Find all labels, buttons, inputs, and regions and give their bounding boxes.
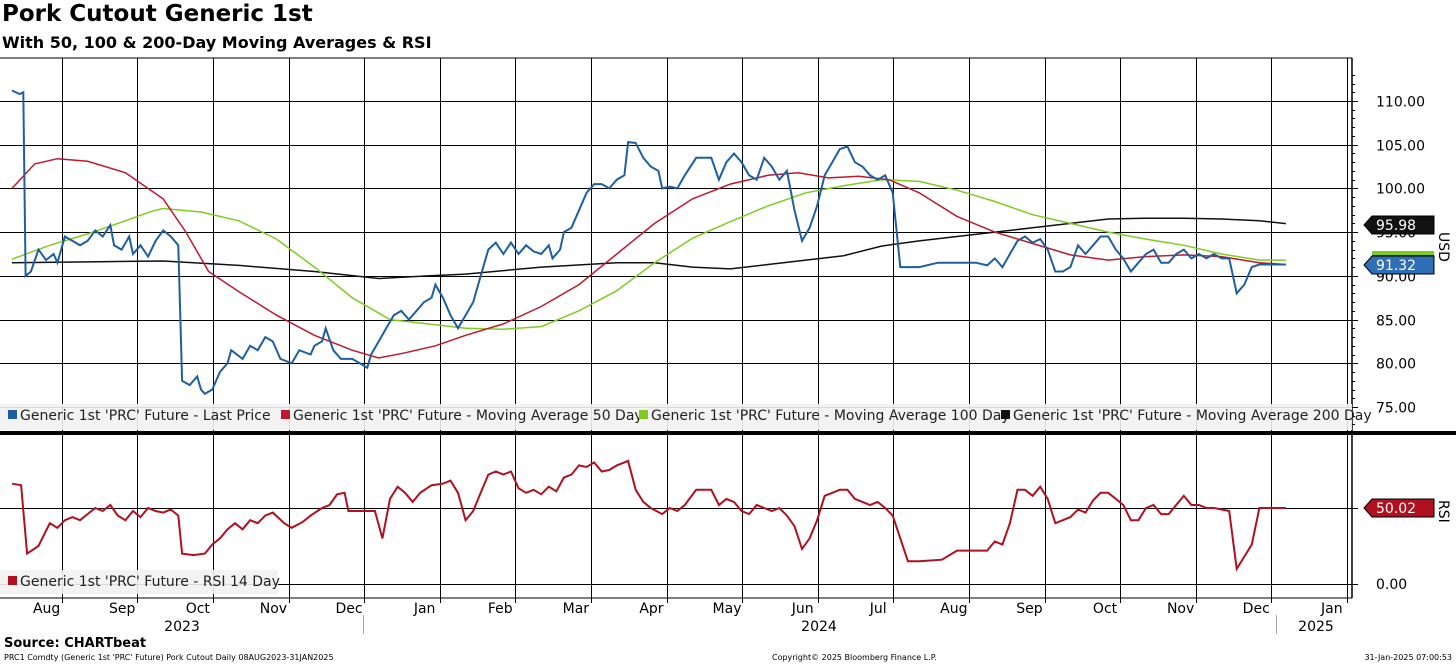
legend-label-ma200: Generic 1st 'PRC' Future - Moving Averag… <box>1013 408 1372 424</box>
x-year-label: 2025 <box>1298 619 1334 635</box>
price-ytick-label: 105.00 <box>1376 139 1425 155</box>
series-line-last <box>11 89 1286 396</box>
ma200-last-badge-shape <box>1363 215 1435 235</box>
x-month-label: Dec <box>1243 601 1270 617</box>
legend-label-last: Generic 1st 'PRC' Future - Last Price <box>20 408 271 424</box>
chart-title: Pork Cutout Generic 1st <box>2 1 313 27</box>
footer-timestamp: 31-Jan-2025 07:00:53 <box>1364 653 1452 662</box>
rsi-last-badge-shape <box>1363 498 1435 518</box>
ma200-last-badge-label: 95.98 <box>1376 218 1416 234</box>
legend-label-ma100: Generic 1st 'PRC' Future - Moving Averag… <box>651 408 1010 424</box>
rsi-last-badge-label: 50.02 <box>1376 501 1416 517</box>
x-month-label: Feb <box>488 601 513 617</box>
price-ytick-label: 85.00 <box>1376 314 1416 330</box>
ma100-badge <box>1372 251 1434 255</box>
x-month-label: Nov <box>1167 601 1194 617</box>
x-month-label: Aug <box>940 601 967 617</box>
legend-swatch-ma200 <box>1001 410 1010 419</box>
x-month-label: Nov <box>260 601 287 617</box>
x-month-label: Jan <box>1320 601 1343 617</box>
x-month-label: Sep <box>1016 601 1043 617</box>
legend-swatch-rsi <box>8 576 17 585</box>
x-year-label: 2023 <box>164 619 200 635</box>
price-ytick-label: 100.00 <box>1376 182 1425 198</box>
series-line-ma50 <box>11 157 1286 359</box>
x-month-label: Jan <box>413 601 436 617</box>
last-price-badge-shape <box>1363 255 1435 275</box>
series-line-rsi <box>11 459 1286 572</box>
x-month-label: May <box>713 601 742 617</box>
legend-label-ma50: Generic 1st 'PRC' Future - Moving Averag… <box>293 408 643 424</box>
chart-subtitle: With 50, 100 & 200-Day Moving Averages &… <box>2 33 432 52</box>
legend-swatch-ma50 <box>281 410 290 419</box>
price-axis-title: USD <box>1435 232 1451 262</box>
footer-copyright: Copyright© 2025 Bloomberg Finance L.P. <box>772 653 937 662</box>
footer-source: Source: CHARTbeat <box>4 636 147 651</box>
x-month-label: Jun <box>791 601 814 617</box>
x-month-label: Oct <box>186 601 211 617</box>
x-month-label: Jul <box>869 601 887 617</box>
price-legend-background <box>0 404 1352 430</box>
price-ytick-label: 110.00 <box>1376 95 1425 111</box>
rsi-axis-title: RSI <box>1435 500 1451 523</box>
series-line-ma100 <box>11 178 1286 330</box>
rsi-legend-background <box>0 570 278 594</box>
x-month-label: Mar <box>563 601 590 617</box>
x-month-label: Apr <box>639 601 663 617</box>
panel-separator <box>0 431 1456 435</box>
x-month-label: Oct <box>1093 601 1118 617</box>
x-month-label: Dec <box>335 601 362 617</box>
x-year-label: 2024 <box>801 619 837 635</box>
legend-swatch-ma100 <box>639 410 648 419</box>
x-month-label: Aug <box>33 601 60 617</box>
rsi-ytick-label: 0.00 <box>1376 577 1407 593</box>
series-line-ma200 <box>11 217 1286 280</box>
price-ytick-label: 75.00 <box>1376 401 1416 417</box>
legend-swatch-last <box>8 410 17 419</box>
last-price-badge-label: 91.32 <box>1376 258 1416 274</box>
price-ytick-label: 80.00 <box>1376 357 1416 373</box>
footer-ticker: PRC1 Comdty (Generic 1st 'PRC' Future) P… <box>4 653 334 662</box>
x-month-label: Sep <box>109 601 136 617</box>
legend-label-rsi: Generic 1st 'PRC' Future - RSI 14 Day <box>20 574 280 590</box>
